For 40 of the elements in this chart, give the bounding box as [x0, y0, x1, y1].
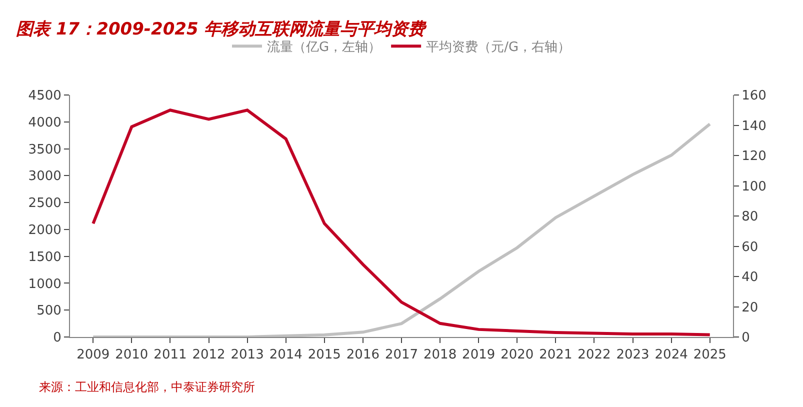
- x-tick-label: 2009: [76, 348, 110, 363]
- x-tick-label: 2015: [308, 348, 341, 363]
- x-tick-label: 2016: [346, 348, 380, 363]
- y2-tick-label: 0: [742, 330, 750, 346]
- y-tick-label: 3000: [28, 169, 62, 184]
- y2-tick-label: 160: [742, 88, 766, 104]
- y-tick-label: 1500: [28, 250, 62, 265]
- y2-tick-label: 40: [742, 270, 758, 286]
- y-tick-label: 1000: [28, 276, 62, 292]
- x-tick-label: 2025: [693, 348, 726, 363]
- y-tick-label: 0: [53, 330, 62, 346]
- x-tick-label: 2019: [462, 348, 496, 363]
- x-tick-label: 2024: [654, 348, 688, 363]
- y-tick-label: 3500: [28, 142, 62, 158]
- y-tick-label: 2500: [28, 196, 62, 212]
- legend-label: 平均资费（元/G，右轴）: [426, 40, 571, 56]
- x-tick-label: 2011: [154, 348, 187, 363]
- x-tick-label: 2022: [578, 348, 611, 363]
- y2-tick-label: 20: [742, 300, 758, 316]
- source-note: 来源：工业和信息化部，中泰证券研究所: [39, 380, 255, 394]
- x-tick-label: 2018: [424, 348, 457, 363]
- y-tick-label: 4000: [28, 115, 62, 130]
- x-tick-label: 2010: [115, 348, 148, 363]
- x-tick-label: 2020: [500, 348, 534, 363]
- x-tick-label: 2013: [230, 348, 264, 363]
- y-tick-label: 4500: [28, 88, 62, 104]
- x-tick-label: 2023: [616, 348, 650, 363]
- chart-title: 图表 17：2009-2025 年移动互联网流量与平均资费: [16, 19, 428, 40]
- x-tick-label: 2017: [384, 348, 418, 363]
- x-tick-label: 2012: [192, 348, 226, 363]
- x-tick-label: 2014: [269, 348, 302, 363]
- y2-tick-label: 120: [742, 149, 766, 164]
- y2-tick-label: 60: [742, 240, 758, 255]
- x-tick-label: 2021: [539, 348, 572, 363]
- y-tick-label: 2000: [28, 222, 62, 238]
- y2-tick-label: 100: [742, 179, 766, 194]
- y2-tick-label: 80: [742, 210, 758, 225]
- y2-tick-label: 140: [742, 118, 766, 134]
- y-tick-label: 500: [36, 304, 62, 319]
- legend-label: 流量（亿G，左轴）: [267, 39, 382, 56]
